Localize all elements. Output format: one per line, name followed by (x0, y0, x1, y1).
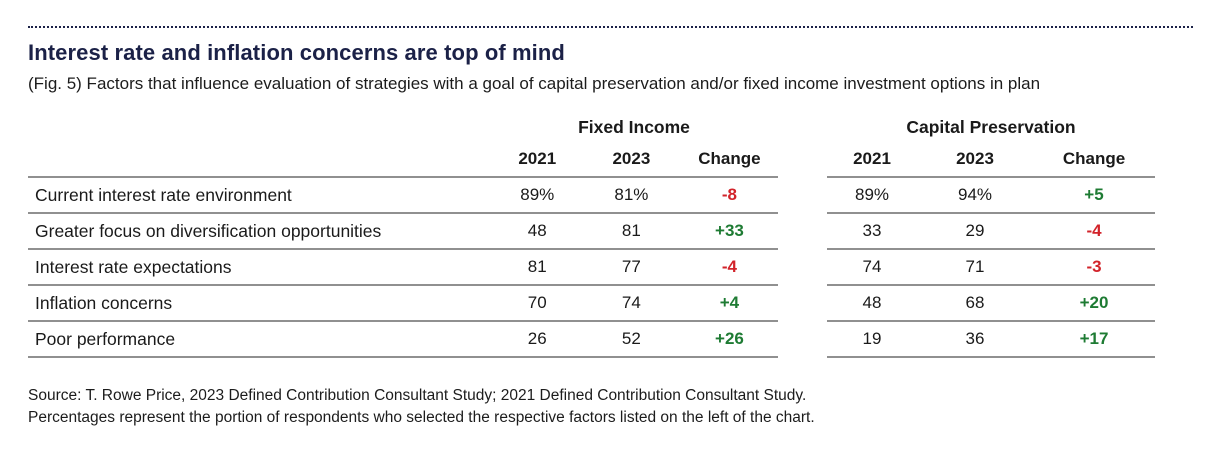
value-cell: 68 (965, 293, 985, 312)
change-cell: +26 (715, 329, 744, 348)
value-cell: 19 (862, 329, 882, 348)
value-cell: 81 (527, 257, 547, 276)
table-row: Interest rate expectations 81 77 -4 74 7… (28, 250, 1155, 286)
dotted-top-rule (28, 26, 1193, 28)
value-cell: 48 (862, 293, 882, 312)
table-group-header-row: Fixed Income Capital Preservation (28, 112, 1155, 142)
column-header-fi-2021: 2021 (518, 149, 557, 168)
group-header-capital-preservation: Capital Preservation (906, 116, 1076, 137)
change-cell: +4 (719, 293, 740, 312)
value-cell: 81 (621, 221, 641, 240)
row-label: Inflation concerns (35, 292, 173, 313)
change-cell: +17 (1079, 329, 1109, 348)
change-cell: +20 (1079, 293, 1109, 312)
value-cell: 89% (520, 185, 555, 204)
value-cell: 48 (527, 221, 547, 240)
column-header-fi-change: Change (698, 149, 761, 168)
figure-title: Interest rate and inflation concerns are… (28, 40, 565, 65)
table-row: Poor performance 26 52 +26 19 36 +17 (28, 322, 1155, 358)
change-cell: +5 (1084, 185, 1104, 204)
change-cell: -8 (721, 185, 737, 204)
methodology-line: Percentages represent the portion of res… (28, 409, 815, 426)
value-cell: 77 (621, 257, 641, 276)
value-cell: 26 (527, 329, 547, 348)
column-header-fi-2023: 2023 (612, 149, 651, 168)
value-cell: 36 (965, 329, 985, 348)
row-label: Interest rate expectations (35, 256, 232, 277)
change-cell: -4 (721, 257, 737, 276)
change-cell: +33 (715, 221, 744, 240)
table-row: Inflation concerns 70 74 +4 48 68 +20 (28, 286, 1155, 322)
row-label: Current interest rate environment (35, 184, 292, 205)
source-note: Source: T. Rowe Price, 2023 Defined Cont… (28, 385, 815, 429)
row-label: Poor performance (35, 328, 176, 349)
figure-caption: (Fig. 5) Factors that influence evaluati… (28, 74, 1041, 93)
value-cell: 81% (614, 185, 649, 204)
table-row: Current interest rate environment 89% 81… (28, 178, 1155, 214)
value-cell: 94% (957, 185, 993, 204)
change-cell: -4 (1086, 221, 1102, 240)
value-cell: 33 (862, 221, 882, 240)
value-cell: 74 (862, 257, 882, 276)
value-cell: 29 (965, 221, 985, 240)
change-cell: -3 (1086, 257, 1102, 276)
column-header-cp-change: Change (1062, 149, 1126, 168)
value-cell: 74 (621, 293, 641, 312)
value-cell: 70 (527, 293, 547, 312)
table-row: Greater focus on diversification opportu… (28, 214, 1155, 250)
data-table: Fixed Income Capital Preservation 2021 2… (28, 112, 1155, 358)
value-cell: 89% (854, 185, 890, 204)
group-header-fixed-income: Fixed Income (578, 116, 690, 137)
source-line: Source: T. Rowe Price, 2023 Defined Cont… (28, 387, 807, 404)
column-header-cp-2021: 2021 (853, 149, 891, 168)
row-label: Greater focus on diversification opportu… (35, 220, 382, 241)
value-cell: 71 (965, 257, 985, 276)
value-cell: 52 (621, 329, 641, 348)
table-column-header-row: 2021 2023 Change 2021 2023 Change (28, 142, 1155, 178)
column-header-cp-2023: 2023 (956, 149, 994, 168)
